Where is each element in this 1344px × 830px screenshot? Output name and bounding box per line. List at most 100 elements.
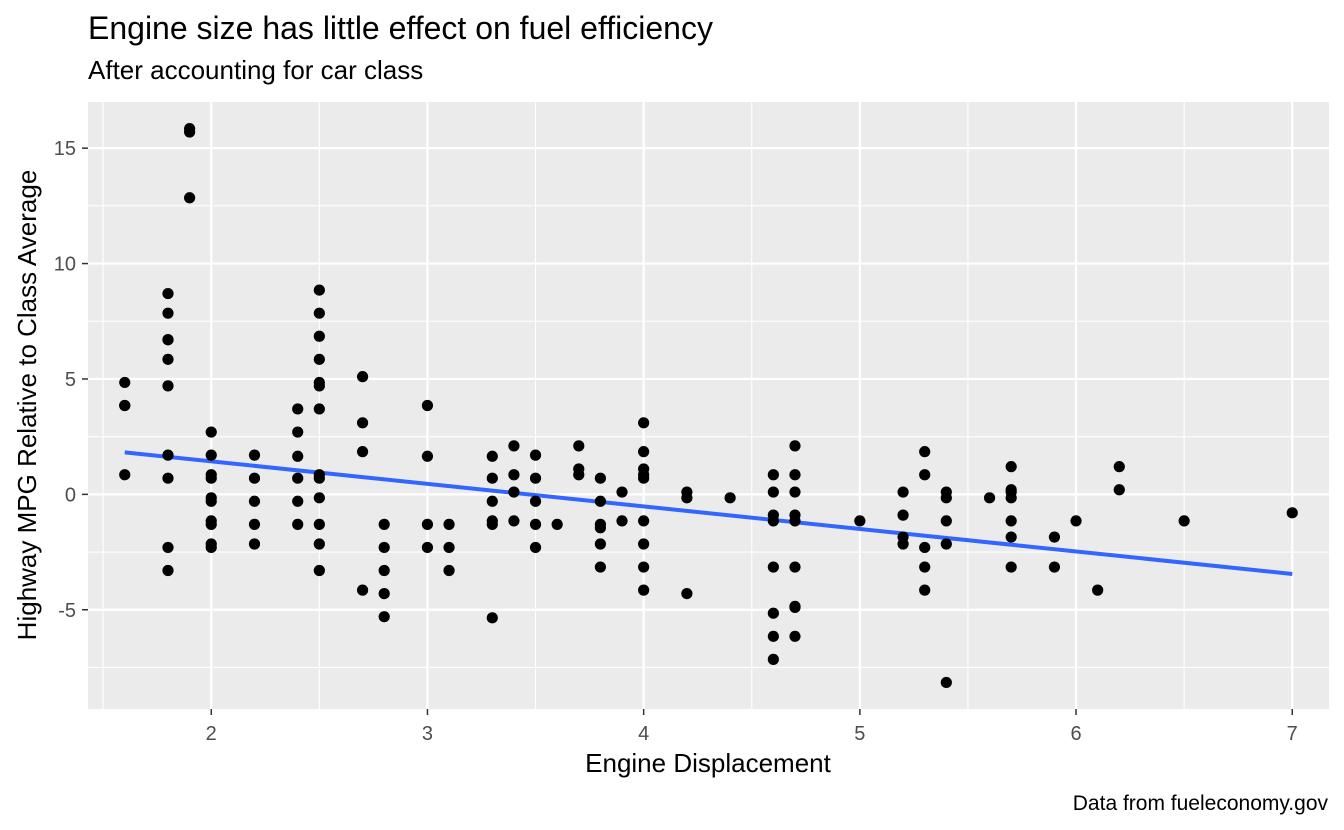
data-point [486, 612, 498, 624]
data-point [594, 522, 606, 534]
data-point [897, 486, 909, 498]
data-point [292, 518, 304, 530]
data-point [119, 399, 131, 412]
data-point [313, 538, 325, 550]
data-point [789, 440, 801, 452]
data-point [789, 561, 801, 573]
data-point [594, 472, 606, 484]
data-point [1048, 531, 1061, 543]
data-point [508, 486, 520, 498]
data-point [1113, 484, 1125, 496]
grid-minor [88, 102, 1329, 709]
data-point [897, 538, 909, 550]
data-point [248, 518, 261, 530]
data-point [767, 653, 779, 665]
data-point [1005, 461, 1017, 473]
data-point [897, 509, 909, 521]
x-axis-ticks: 2 3 4 5 6 7 [206, 709, 1298, 745]
chart-subtitle: After accounting for car class [88, 55, 423, 85]
data-point [378, 588, 390, 600]
data-point [162, 564, 174, 577]
data-point [313, 564, 325, 577]
data-point [378, 564, 390, 577]
data-point [616, 486, 628, 498]
data-point [162, 287, 174, 300]
data-point [248, 449, 261, 461]
y-axis-title: Highway MPG Relative to Class Average [12, 170, 42, 641]
data-point [421, 541, 434, 554]
data-point [313, 380, 325, 392]
data-point [573, 469, 585, 481]
data-point [313, 492, 325, 504]
data-point [486, 472, 498, 484]
data-point [162, 307, 174, 319]
data-point [940, 492, 952, 504]
y-tick-label: 10 [54, 254, 76, 276]
data-point [940, 676, 952, 689]
data-point [767, 469, 779, 481]
data-point [767, 630, 779, 642]
data-point [443, 541, 455, 554]
data-point [313, 403, 325, 415]
data-point [486, 450, 498, 462]
data-point [421, 450, 434, 462]
data-point [1286, 507, 1298, 519]
data-point [486, 495, 498, 507]
data-point [767, 486, 779, 498]
data-point [638, 538, 650, 550]
data-point [919, 469, 931, 481]
data-point [1005, 515, 1017, 527]
data-point [184, 192, 196, 204]
data-point [356, 446, 369, 458]
data-point [1048, 561, 1061, 573]
y-tick-label: 0 [65, 484, 76, 506]
data-point [789, 469, 801, 481]
data-point [940, 538, 952, 550]
data-point [594, 561, 606, 573]
data-point [292, 426, 304, 438]
data-point [767, 607, 779, 619]
data-point [529, 495, 542, 507]
data-point [983, 492, 996, 504]
data-point [508, 515, 520, 527]
data-point [594, 495, 606, 507]
data-point [638, 417, 650, 429]
data-point [205, 449, 217, 461]
x-tick-label: 6 [1070, 723, 1081, 745]
data-point [313, 330, 325, 342]
data-point [205, 518, 217, 530]
data-point [724, 492, 736, 504]
x-tick-label: 3 [422, 723, 433, 745]
data-point [313, 472, 325, 484]
plot-panel [88, 102, 1329, 709]
data-point [162, 449, 174, 461]
data-point [205, 426, 217, 438]
data-point [184, 126, 196, 138]
data-point [378, 518, 390, 530]
data-point [162, 334, 174, 346]
data-point [767, 515, 779, 527]
chart-caption: Data from fueleconomy.gov [1073, 792, 1329, 815]
data-point [789, 630, 801, 642]
data-point [162, 380, 174, 392]
data-point [919, 446, 931, 458]
x-tick-label: 5 [854, 723, 865, 745]
data-point [1005, 561, 1017, 573]
data-point [789, 515, 801, 527]
data-point [205, 495, 217, 507]
data-point [638, 584, 650, 596]
data-point [162, 472, 174, 484]
data-point [529, 541, 542, 554]
data-point [573, 440, 585, 452]
data-point [919, 584, 931, 596]
data-point [594, 538, 606, 550]
data-point [789, 601, 801, 614]
data-point [508, 440, 520, 452]
data-point [443, 518, 455, 530]
data-point [638, 472, 650, 484]
data-point [638, 561, 650, 573]
data-point [162, 353, 174, 365]
data-point [1005, 531, 1017, 543]
x-tick-label: 2 [206, 723, 217, 745]
